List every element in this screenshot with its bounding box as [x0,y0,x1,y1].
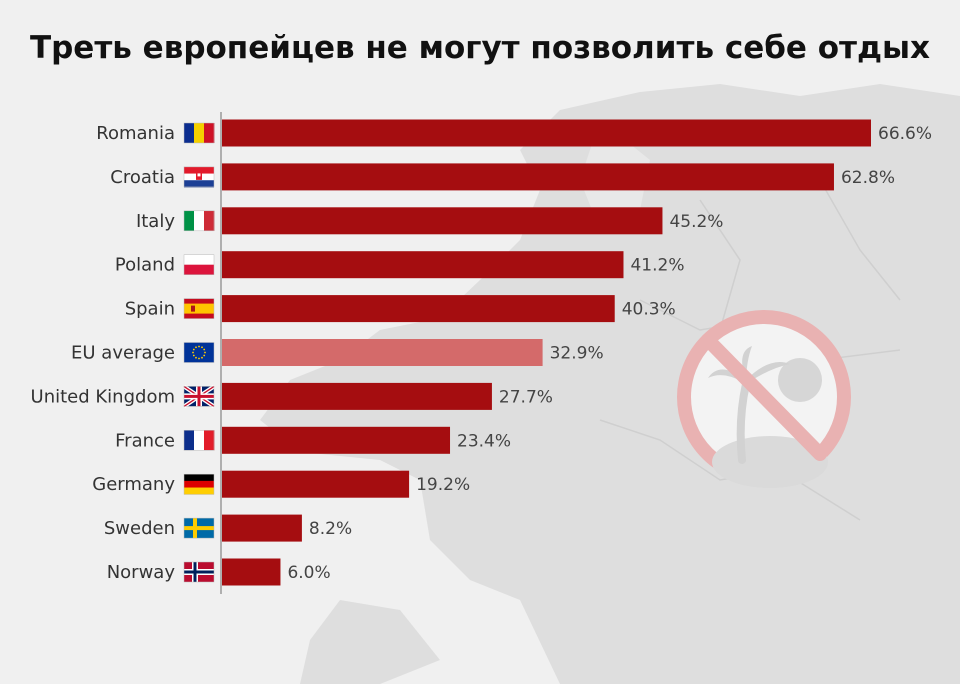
bar-poland [222,251,624,279]
bar-croatia [222,163,834,191]
bar-spain [222,295,615,323]
bar-eu-average [222,339,543,366]
romania-flag-icon [183,122,215,144]
chart-title: Треть европейцев не могут позволить себе… [29,30,931,66]
category-label: Croatia [110,167,175,188]
spain-flag-icon [183,298,215,319]
bar-italy [222,207,663,235]
value-label: 27.7% [499,387,553,407]
bar-romania [222,119,871,147]
value-label: 41.2% [630,256,684,276]
value-label: 66.6% [878,124,932,144]
sweden-flag-icon [183,517,215,539]
category-label: Norway [107,562,176,583]
eu-flag-icon [183,342,215,363]
italy-flag-icon [183,210,215,232]
category-label: Poland [115,255,175,276]
uk-flag-icon [182,384,216,409]
category-label: EU average [71,343,175,364]
value-label: 8.2% [309,519,352,539]
category-label: Italy [136,211,175,232]
value-label: 45.2% [669,212,723,232]
category-label: United Kingdom [31,386,175,407]
category-label: Spain [125,299,175,320]
value-label: 32.9% [550,344,604,364]
norway-flag-icon [183,561,215,583]
category-label: France [115,430,175,451]
no-vacation-sign-icon [677,310,851,488]
value-label: 6.0% [287,563,330,583]
bar-united-kingdom [222,382,492,410]
bar-france [222,426,451,454]
bar-norway [222,558,281,586]
value-label: 23.4% [457,431,511,451]
bar-sweden [222,514,302,542]
value-label: 62.8% [841,168,895,188]
bar-germany [222,470,410,498]
category-label: Sweden [104,518,175,539]
category-label: Romania [96,123,175,144]
poland-flag-icon [183,254,215,275]
croatia-flag-icon [183,166,215,188]
value-label: 19.2% [416,475,470,495]
value-label: 40.3% [622,300,676,320]
france-flag-icon [183,430,215,451]
category-label: Germany [92,474,175,495]
germany-flag-icon [183,473,215,495]
